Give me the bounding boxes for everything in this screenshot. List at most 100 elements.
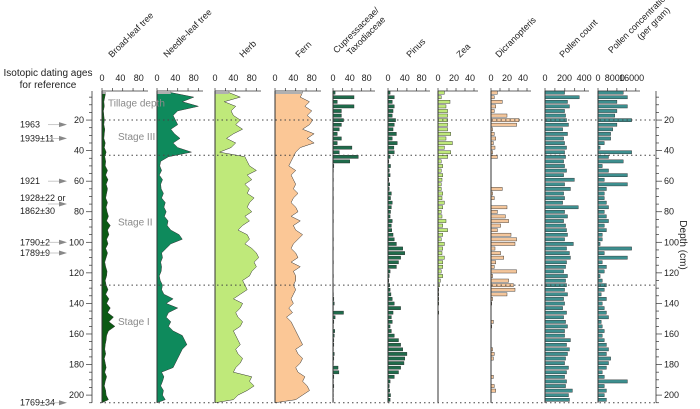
data-bar [437,232,444,237]
data-bar [437,265,444,269]
data-bar [437,173,444,177]
data-bar [544,136,564,141]
data-bar [597,269,605,274]
data-bar [597,265,607,269]
left-tick-label: 100 [69,237,84,247]
data-bar [490,388,497,393]
panel-title: Pollen count [557,17,599,59]
data-bar [544,219,564,223]
tick-label: 80 [134,73,144,83]
data-bar [544,347,570,352]
data-bar [490,219,509,223]
zone-label: Stage III [118,132,155,143]
header-line-2: for reference [20,80,77,91]
data-bar [437,164,444,168]
panel-title: Pinus [404,36,427,59]
arrow-icon [59,122,67,128]
tick-label: 40 [288,73,298,83]
data-bar [490,251,501,255]
data-bar [490,100,503,104]
data-bar [387,310,394,315]
data-bar [387,315,392,320]
data-bar [597,196,605,200]
top-band [275,91,303,94]
data-bar [544,168,567,173]
data-bar [490,269,517,274]
data-bar [490,278,509,283]
data-bar [544,141,565,145]
data-bar [597,168,609,173]
data-bar [597,109,618,113]
data-bar [544,361,565,365]
data-bar [387,127,394,132]
data-bar [387,342,401,347]
data-bar [387,104,395,109]
data-bar [544,228,567,232]
panel-needle-leaf-tree: Needle-leaf tree 0 40 80 [154,7,214,404]
tick-label: 0 [154,73,159,83]
tick-label: 0 [212,73,217,83]
panel-pinus: Pinus 0 40 80 [385,36,430,403]
data-bar [490,260,497,265]
data-bar [597,379,628,384]
data-bar [387,320,393,324]
data-bar [544,205,579,210]
data-bar [544,379,567,384]
data-bar [597,375,605,379]
data-bar [490,232,512,237]
data-bar [490,228,498,232]
data-bar [437,242,445,246]
data-bar [332,370,340,375]
data-bar [544,324,568,329]
top-band [102,91,106,94]
data-bar [332,310,344,315]
data-bar [490,136,497,141]
right-tick-label: 120 [664,268,679,278]
data-bar [332,122,342,127]
data-bar [597,329,605,333]
data-bar [597,361,609,365]
data-bar [544,237,565,242]
data-bar [490,242,516,246]
data-bar [387,136,393,141]
data-bar [597,210,605,214]
data-bar [387,205,392,210]
tick-label: 0 [99,73,104,83]
data-bar [490,90,498,95]
arrow-icon [59,400,67,406]
arrow-icon [59,135,67,141]
data-bar [490,205,508,210]
data-bar [332,100,338,104]
panel-fern: Fern 0 40 80 [272,39,321,404]
data-bar [387,347,403,352]
data-bar [544,274,568,278]
series-area [214,90,260,404]
data-bar [437,122,448,127]
tick-label: 40 [115,73,125,83]
data-bar [544,173,564,177]
data-bar [597,388,607,393]
data-bar [597,251,605,255]
data-bar [597,228,607,232]
top-band [215,91,229,94]
data-bar [387,306,401,310]
data-bar [544,95,580,100]
data-bar [387,132,397,136]
data-bar [597,246,632,251]
tick-label: 16000 [619,73,644,83]
data-bar [544,113,566,118]
left-tick-label: 180 [69,360,84,370]
data-bar [437,136,447,141]
data-bar [490,187,503,191]
data-bar [387,361,405,365]
data-bar [490,104,497,109]
data-bar [597,205,609,210]
data-bar [437,127,448,132]
tick-label: 40 [465,73,475,83]
data-bar [387,113,393,118]
data-bar [490,292,508,297]
dating-age-label: 1862±30 [20,206,55,216]
